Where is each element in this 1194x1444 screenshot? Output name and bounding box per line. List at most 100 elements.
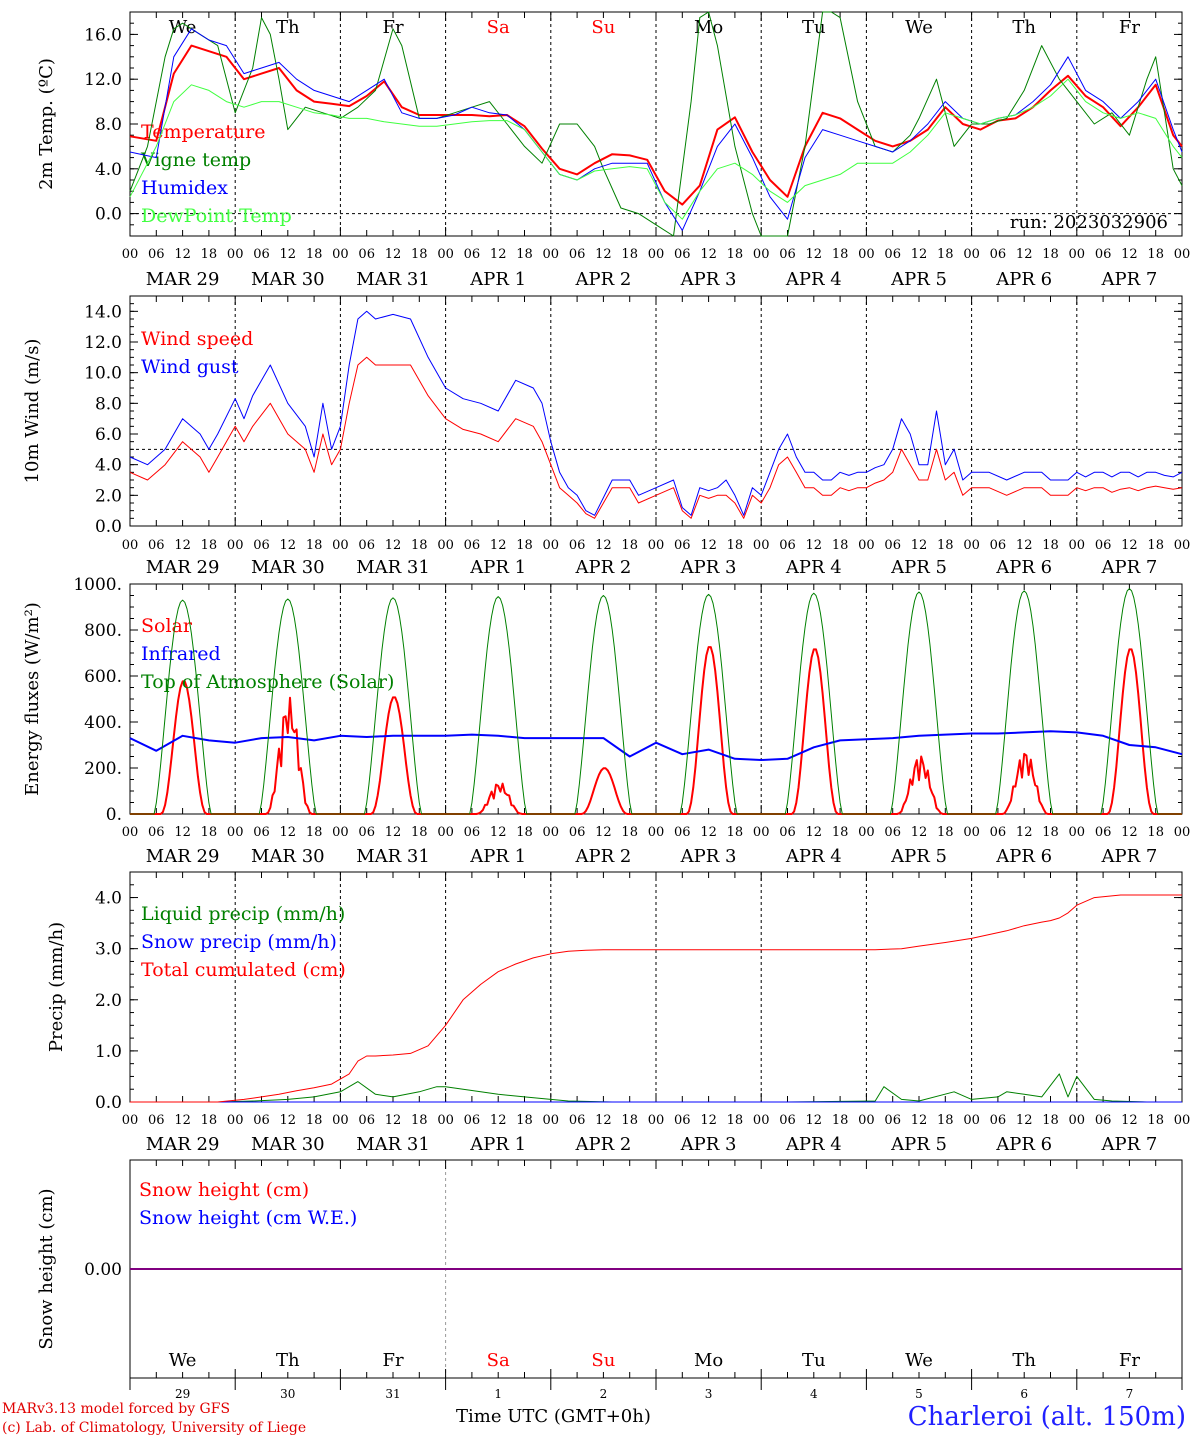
date-label: APR 2 — [574, 269, 631, 290]
hour-tick-label: 12 — [700, 825, 717, 840]
hour-tick-label: 00 — [332, 1113, 349, 1128]
date-label: APR 4 — [785, 557, 842, 578]
date-label: APR 6 — [995, 557, 1052, 578]
hour-tick-label: 12 — [174, 247, 191, 262]
y-tick-label: 8.0 — [95, 115, 122, 135]
hour-tick-label: 00 — [437, 538, 454, 553]
hour-tick-label: 12 — [911, 247, 928, 262]
hour-tick-label: 00 — [753, 1113, 770, 1128]
hour-tick-label: 00 — [437, 1113, 454, 1128]
hour-tick-label: 12 — [490, 538, 507, 553]
hour-tick-label: 12 — [1016, 825, 1033, 840]
hour-tick-label: 06 — [253, 1113, 270, 1128]
weekday-label: Fr — [382, 1350, 403, 1371]
hour-tick-label: 18 — [832, 247, 849, 262]
hour-tick-label: 18 — [306, 247, 323, 262]
hour-tick-label: 18 — [516, 1113, 533, 1128]
hour-tick-label: 00 — [122, 247, 139, 262]
hour-tick-label: 06 — [1095, 1113, 1112, 1128]
hour-tick-label: 18 — [727, 538, 744, 553]
hour-tick-label: 12 — [385, 247, 402, 262]
date-label: APR 7 — [1100, 557, 1157, 578]
date-label: APR 7 — [1100, 846, 1157, 867]
hour-tick-label: 18 — [1147, 1113, 1164, 1128]
legend-humidex: Humidex — [141, 177, 228, 199]
hour-tick-label: 18 — [411, 1113, 428, 1128]
hour-tick-label: 12 — [911, 1113, 928, 1128]
hour-tick-label: 18 — [727, 825, 744, 840]
y-axis-title: Energy fluxes (W/m²) — [22, 602, 43, 796]
hour-tick-label: 00 — [963, 247, 980, 262]
hour-tick-label: 12 — [911, 538, 928, 553]
weekday-label: Mo — [694, 17, 723, 38]
hour-tick-label: 06 — [569, 1113, 586, 1128]
y-tick-label: 12.0 — [84, 333, 122, 353]
weekday-label: Su — [591, 17, 615, 38]
hour-tick-label: 06 — [569, 538, 586, 553]
day-number-label: 29 — [175, 1387, 190, 1401]
hour-tick-label: 00 — [858, 247, 875, 262]
hour-tick-label: 06 — [674, 538, 691, 553]
date-label: APR 7 — [1100, 1134, 1157, 1155]
hour-tick-label: 18 — [1042, 1113, 1059, 1128]
date-label: APR 2 — [574, 557, 631, 578]
hour-tick-label: 00 — [963, 538, 980, 553]
hour-tick-label: 12 — [700, 538, 717, 553]
hour-tick-label: 18 — [1147, 247, 1164, 262]
hour-tick-label: 18 — [1042, 247, 1059, 262]
hour-tick-label: 00 — [753, 247, 770, 262]
hour-tick-label: 18 — [516, 247, 533, 262]
day-number-label: 30 — [280, 1387, 295, 1401]
run-label: run: 2023032906 — [1010, 212, 1168, 233]
hour-tick-label: 00 — [332, 538, 349, 553]
hour-tick-label: 18 — [832, 538, 849, 553]
y-tick-label: 800. — [84, 621, 122, 641]
hour-tick-label: 06 — [990, 247, 1007, 262]
hour-tick-label: 12 — [385, 538, 402, 553]
y-tick-label: 200. — [84, 759, 122, 779]
hour-tick-label: 00 — [753, 825, 770, 840]
date-label: APR 6 — [995, 1134, 1052, 1155]
y-tick-label: 2.0 — [95, 486, 122, 506]
y-tick-label: 4.0 — [95, 160, 122, 180]
series-line-wind-gust — [129, 310, 1183, 516]
date-label: APR 6 — [995, 846, 1052, 867]
hour-tick-label: 06 — [148, 1113, 165, 1128]
hour-tick-label: 00 — [122, 1113, 139, 1128]
y-tick-label: 0. — [106, 805, 122, 825]
hour-tick-label: 06 — [990, 825, 1007, 840]
hour-tick-label: 12 — [806, 538, 823, 553]
hour-tick-label: 06 — [358, 1113, 375, 1128]
hour-tick-label: 06 — [569, 247, 586, 262]
date-label: APR 1 — [469, 1134, 526, 1155]
hour-tick-label: 00 — [543, 1113, 560, 1128]
y-tick-label: 12.0 — [84, 70, 122, 90]
hour-tick-label: 18 — [201, 247, 218, 262]
hour-tick-label: 18 — [937, 1113, 954, 1128]
y-tick-label: 3.0 — [95, 940, 122, 960]
y-tick-label: 400. — [84, 713, 122, 733]
hour-tick-label: 00 — [858, 1113, 875, 1128]
hour-tick-label: 00 — [122, 825, 139, 840]
hour-tick-label: 18 — [621, 247, 638, 262]
y-tick-label: 0.0 — [95, 517, 122, 537]
date-label: MAR 31 — [356, 557, 430, 578]
legend-wind-gust: Wind gust — [141, 356, 239, 378]
hour-tick-label: 12 — [1121, 538, 1138, 553]
day-number-label: 4 — [810, 1387, 818, 1401]
hour-tick-label: 12 — [280, 538, 297, 553]
hour-tick-label: 06 — [674, 1113, 691, 1128]
hour-tick-label: 00 — [227, 247, 244, 262]
weekday-label: Th — [1012, 1350, 1036, 1371]
legend-dewpoint-temp: DewPoint Temp — [141, 205, 292, 227]
hour-tick-label: 18 — [201, 1113, 218, 1128]
day-number-label: 1 — [494, 1387, 502, 1401]
weekday-label: Sa — [487, 17, 510, 38]
hour-tick-label: 06 — [358, 825, 375, 840]
hour-tick-label: 00 — [437, 825, 454, 840]
y-axis-title: Snow height (cm) — [36, 1188, 57, 1349]
hour-tick-label: 06 — [779, 825, 796, 840]
hour-tick-label: 00 — [1174, 538, 1191, 553]
hour-tick-label: 06 — [569, 825, 586, 840]
